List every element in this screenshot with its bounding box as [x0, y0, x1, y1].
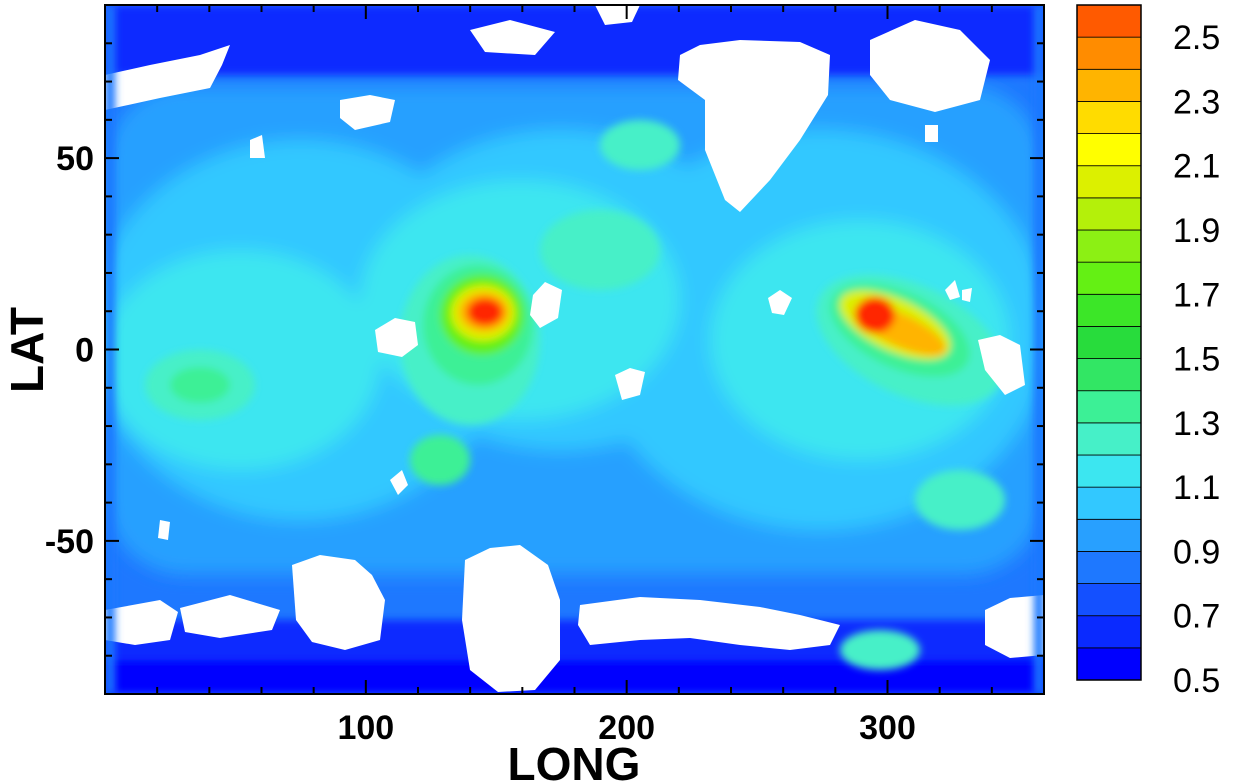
colorbar-swatch — [1077, 584, 1141, 616]
colorbar-label: 2.1 — [1173, 148, 1220, 186]
colorbar-swatch — [1077, 648, 1141, 680]
max-west-l6 — [467, 298, 503, 326]
y-tick-label: -50 — [45, 523, 94, 561]
colorbar-label: 1.5 — [1173, 341, 1220, 379]
y-tick-label: 0 — [75, 332, 94, 370]
colorbar-labels: 2.5 2.3 2.1 1.9 1.7 1.5 1.3 1.1 0.9 0.7 … — [1173, 19, 1220, 700]
colorbar-label: 0.5 — [1173, 662, 1220, 700]
colorbar-swatch — [1077, 391, 1141, 423]
colorbar-swatch — [1077, 69, 1141, 101]
x-axis-title: LONG — [508, 738, 641, 783]
colorbar-swatch — [1077, 5, 1141, 37]
colorbar-swatch — [1077, 101, 1141, 133]
nodata-s-1 — [462, 545, 560, 692]
colorbar-label: 1.1 — [1173, 469, 1220, 507]
max-east-l5 — [855, 297, 895, 333]
colorbar-swatch — [1077, 551, 1141, 583]
band-core-west — [100, 250, 380, 470]
colorbar-label: 0.7 — [1173, 598, 1220, 636]
colorbar-swatch — [1077, 262, 1141, 294]
colorbar-label: 1.9 — [1173, 212, 1220, 250]
north-patch — [600, 120, 680, 170]
mid-green-patch — [540, 210, 660, 290]
primary-maximum-west — [400, 255, 540, 425]
colorbar-swatch — [1077, 198, 1141, 230]
plot-area — [90, 5, 1050, 694]
colorbar-swatch — [1077, 326, 1141, 358]
colorbar-swatch — [1077, 230, 1141, 262]
colorbar-swatch — [1077, 519, 1141, 551]
colorbar-swatch — [1077, 37, 1141, 69]
colorbar-label: 2.3 — [1173, 83, 1220, 121]
nodata-ne-3 — [925, 125, 938, 142]
colorbar-label: 1.3 — [1173, 405, 1220, 443]
y-tick-label: 50 — [56, 140, 94, 178]
x-tick-label: 300 — [859, 709, 916, 747]
y-axis-title: LAT — [1, 307, 53, 393]
colorbar-swatch — [1077, 423, 1141, 455]
south-maximum — [410, 435, 470, 485]
colorbar-swatch — [1077, 616, 1141, 648]
colorbar-swatches — [1077, 5, 1141, 680]
colorbar-label: 2.5 — [1173, 19, 1220, 57]
colorbar-label: 0.9 — [1173, 533, 1220, 571]
polar-patch — [840, 630, 920, 670]
south-east-patch — [915, 470, 1005, 530]
colorbar-swatch — [1077, 455, 1141, 487]
colorbar-swatch — [1077, 294, 1141, 326]
colorbar-swatch — [1077, 359, 1141, 391]
nodata-se-2 — [158, 520, 170, 540]
x-tick-label: 100 — [337, 709, 394, 747]
colorbar-label: 1.7 — [1173, 276, 1220, 314]
colorbar-swatch — [1077, 487, 1141, 519]
colorbar-swatch — [1077, 134, 1141, 166]
west-maximum-inner — [170, 367, 230, 403]
colorbar: 2.5 2.3 2.1 1.9 1.7 1.5 1.3 1.1 0.9 0.7 … — [1077, 5, 1220, 700]
colorbar-swatch — [1077, 166, 1141, 198]
